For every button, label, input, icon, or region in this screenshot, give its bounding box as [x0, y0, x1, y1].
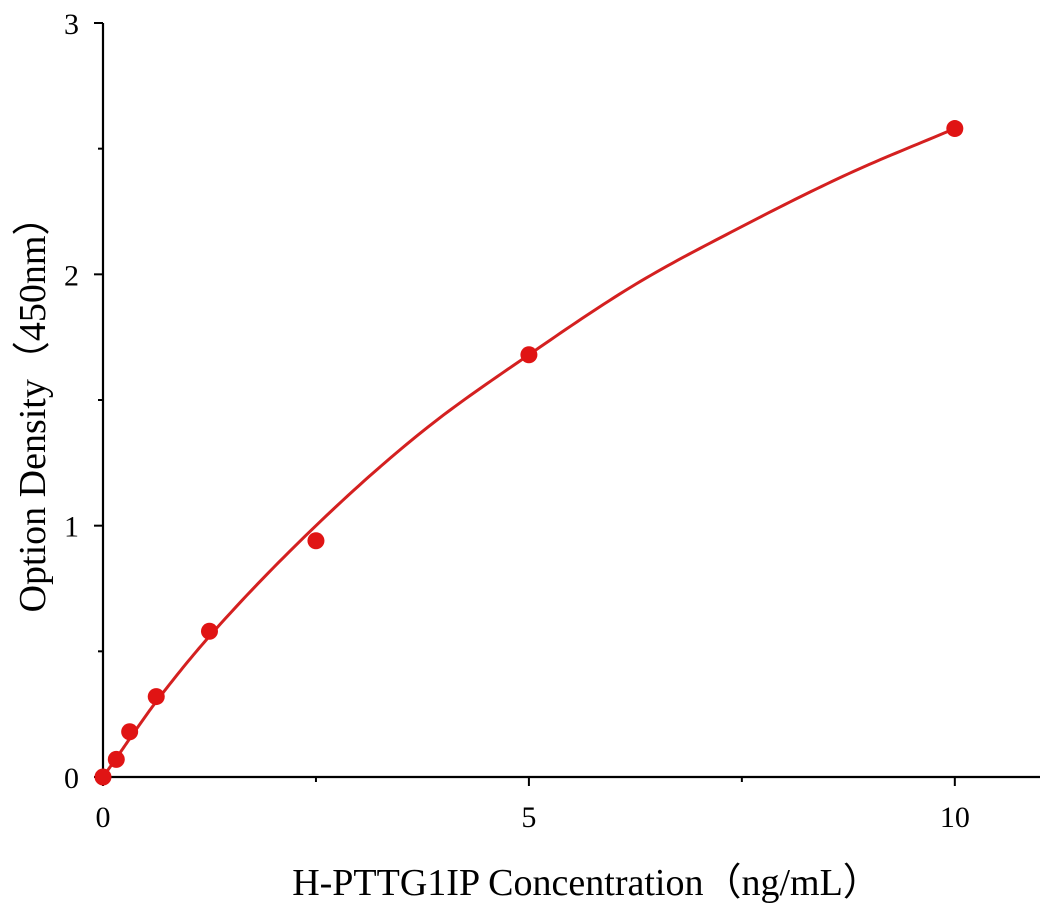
x-tick-label: 5: [521, 801, 536, 834]
ticks: [94, 22, 956, 786]
data-point: [107, 750, 125, 768]
data-point: [946, 120, 964, 138]
tick-labels: 0 5 10 0 1 2 3: [64, 8, 970, 834]
x-tick-label: 0: [96, 801, 111, 834]
x-axis-title: H-PTTG1IP Concentration（ng/mL）: [292, 862, 881, 904]
y-tick-label: 1: [64, 511, 79, 544]
y-tick-label: 3: [64, 8, 79, 41]
y-tick-label: 2: [64, 259, 79, 292]
y-axis-title: Option Density（450nm）: [12, 198, 54, 613]
y-tick-label: 0: [64, 762, 79, 795]
data-point: [520, 346, 538, 364]
data-point: [121, 723, 139, 741]
data-points: [94, 120, 964, 786]
data-point: [147, 688, 165, 706]
axes: [101, 23, 1040, 779]
data-point: [307, 532, 325, 550]
data-point: [94, 768, 112, 786]
data-point: [200, 622, 218, 640]
fit-curve: [101, 127, 956, 778]
x-tick-label: 10: [940, 801, 970, 834]
